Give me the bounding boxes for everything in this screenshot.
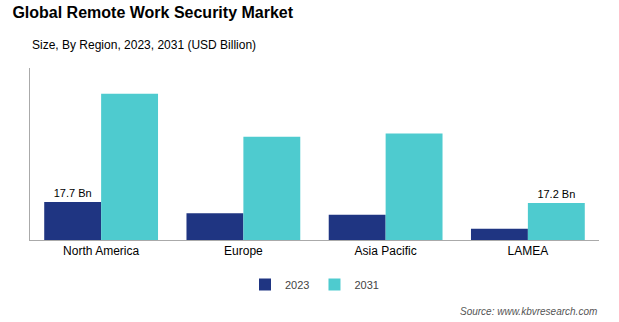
svg-text:Source: www.kbvresearch.com: Source: www.kbvresearch.com	[460, 306, 597, 317]
svg-text:2031: 2031	[354, 279, 378, 291]
svg-text:North America: North America	[63, 244, 139, 258]
svg-text:17.2 Bn: 17.2 Bn	[537, 188, 575, 200]
svg-text:LAMEA: LAMEA	[508, 244, 549, 258]
svg-text:Europe: Europe	[224, 244, 263, 258]
svg-text:Global Remote Work Security Ma: Global Remote Work Security Market	[12, 4, 293, 21]
svg-text:17.7 Bn: 17.7 Bn	[54, 187, 92, 199]
svg-text:2023: 2023	[285, 279, 309, 291]
svg-text:Asia Pacific: Asia Pacific	[355, 244, 417, 258]
svg-text:Size, By Region, 2023, 2031 (U: Size, By Region, 2023, 2031 (USD Billion…	[32, 38, 256, 52]
